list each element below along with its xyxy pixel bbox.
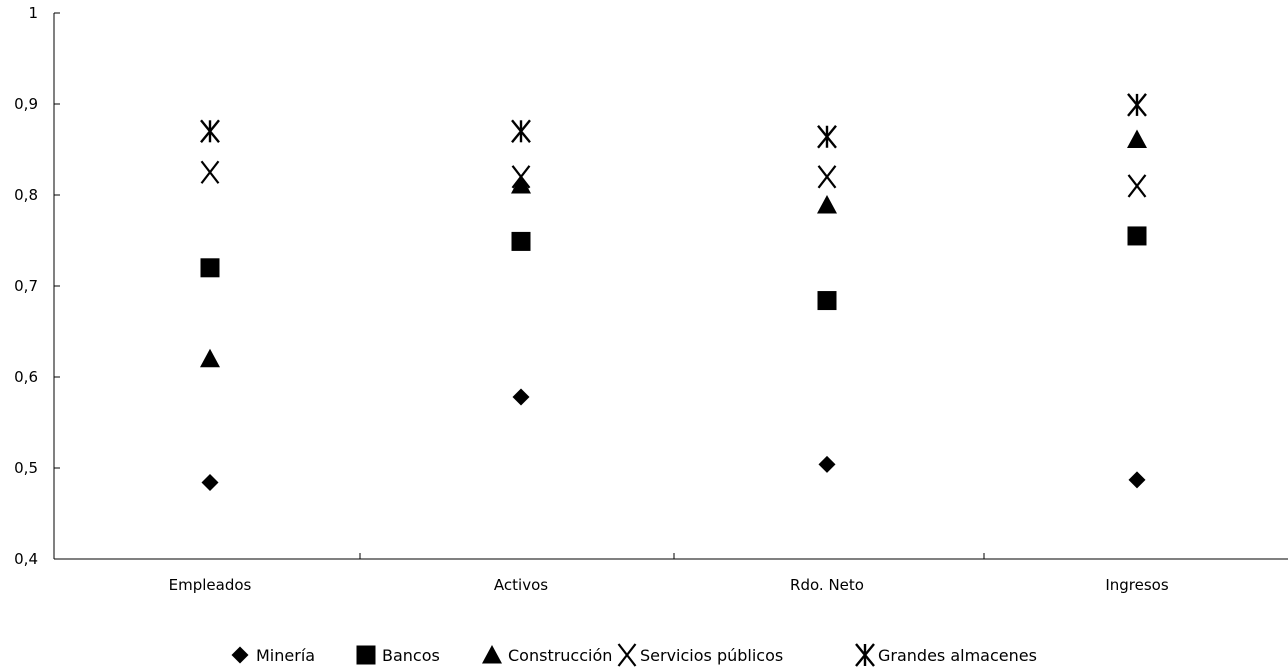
point-square <box>511 231 531 251</box>
axes <box>53 13 1288 560</box>
point-x <box>200 160 220 184</box>
point-asterisk <box>511 119 531 144</box>
x-axis-categories: Empleados Activos Rdo. Neto Ingresos <box>169 576 1169 594</box>
y-tick-label: 0,8 <box>14 186 38 204</box>
x-category-label: Empleados <box>169 576 252 594</box>
point-diamond <box>1128 471 1146 489</box>
point-diamond <box>818 455 836 473</box>
y-axis-ticks: 0,4 0,5 0,6 0,7 0,8 0,9 1 <box>14 4 60 568</box>
point-triangle <box>511 174 531 194</box>
legend-label: Bancos <box>382 646 440 665</box>
y-tick-label: 0,7 <box>14 277 38 295</box>
point-triangle <box>817 195 837 214</box>
x-category-label: Rdo. Neto <box>790 576 864 594</box>
x-category-label: Activos <box>494 576 548 594</box>
legend-label: Minería <box>256 646 315 665</box>
point-x <box>817 165 837 189</box>
point-x <box>511 165 531 189</box>
data-points <box>200 93 1147 492</box>
point-asterisk <box>817 125 837 149</box>
point-triangle <box>1127 129 1147 148</box>
y-tick-label: 1 <box>28 4 38 22</box>
legend-marker-x <box>617 643 637 667</box>
point-x <box>1127 174 1147 198</box>
point-diamond <box>512 388 530 406</box>
y-tick-label: 0,9 <box>14 95 38 113</box>
point-asterisk <box>1127 93 1147 117</box>
point-square <box>200 258 220 278</box>
legend: Minería Bancos Construcción Servicios públi… <box>231 643 1037 667</box>
point-diamond <box>201 474 219 492</box>
legend-label: Construcción <box>508 646 612 665</box>
point-asterisk <box>200 119 220 144</box>
y-tick-label: 0,5 <box>14 459 38 477</box>
legend-marker-diamond <box>231 646 249 664</box>
y-tick-label: 0,6 <box>14 368 38 386</box>
legend-marker-square <box>356 645 376 665</box>
legend-label: Grandes almacenes <box>878 646 1037 665</box>
legend-label: Servicios públicos <box>640 646 783 665</box>
point-square <box>1127 226 1147 246</box>
point-triangle <box>200 348 220 368</box>
y-tick-label: 0,4 <box>14 550 38 568</box>
legend-marker-asterisk <box>855 643 875 667</box>
point-square <box>817 291 837 311</box>
legend-marker-triangle <box>482 645 502 664</box>
x-category-label: Ingresos <box>1105 576 1169 594</box>
